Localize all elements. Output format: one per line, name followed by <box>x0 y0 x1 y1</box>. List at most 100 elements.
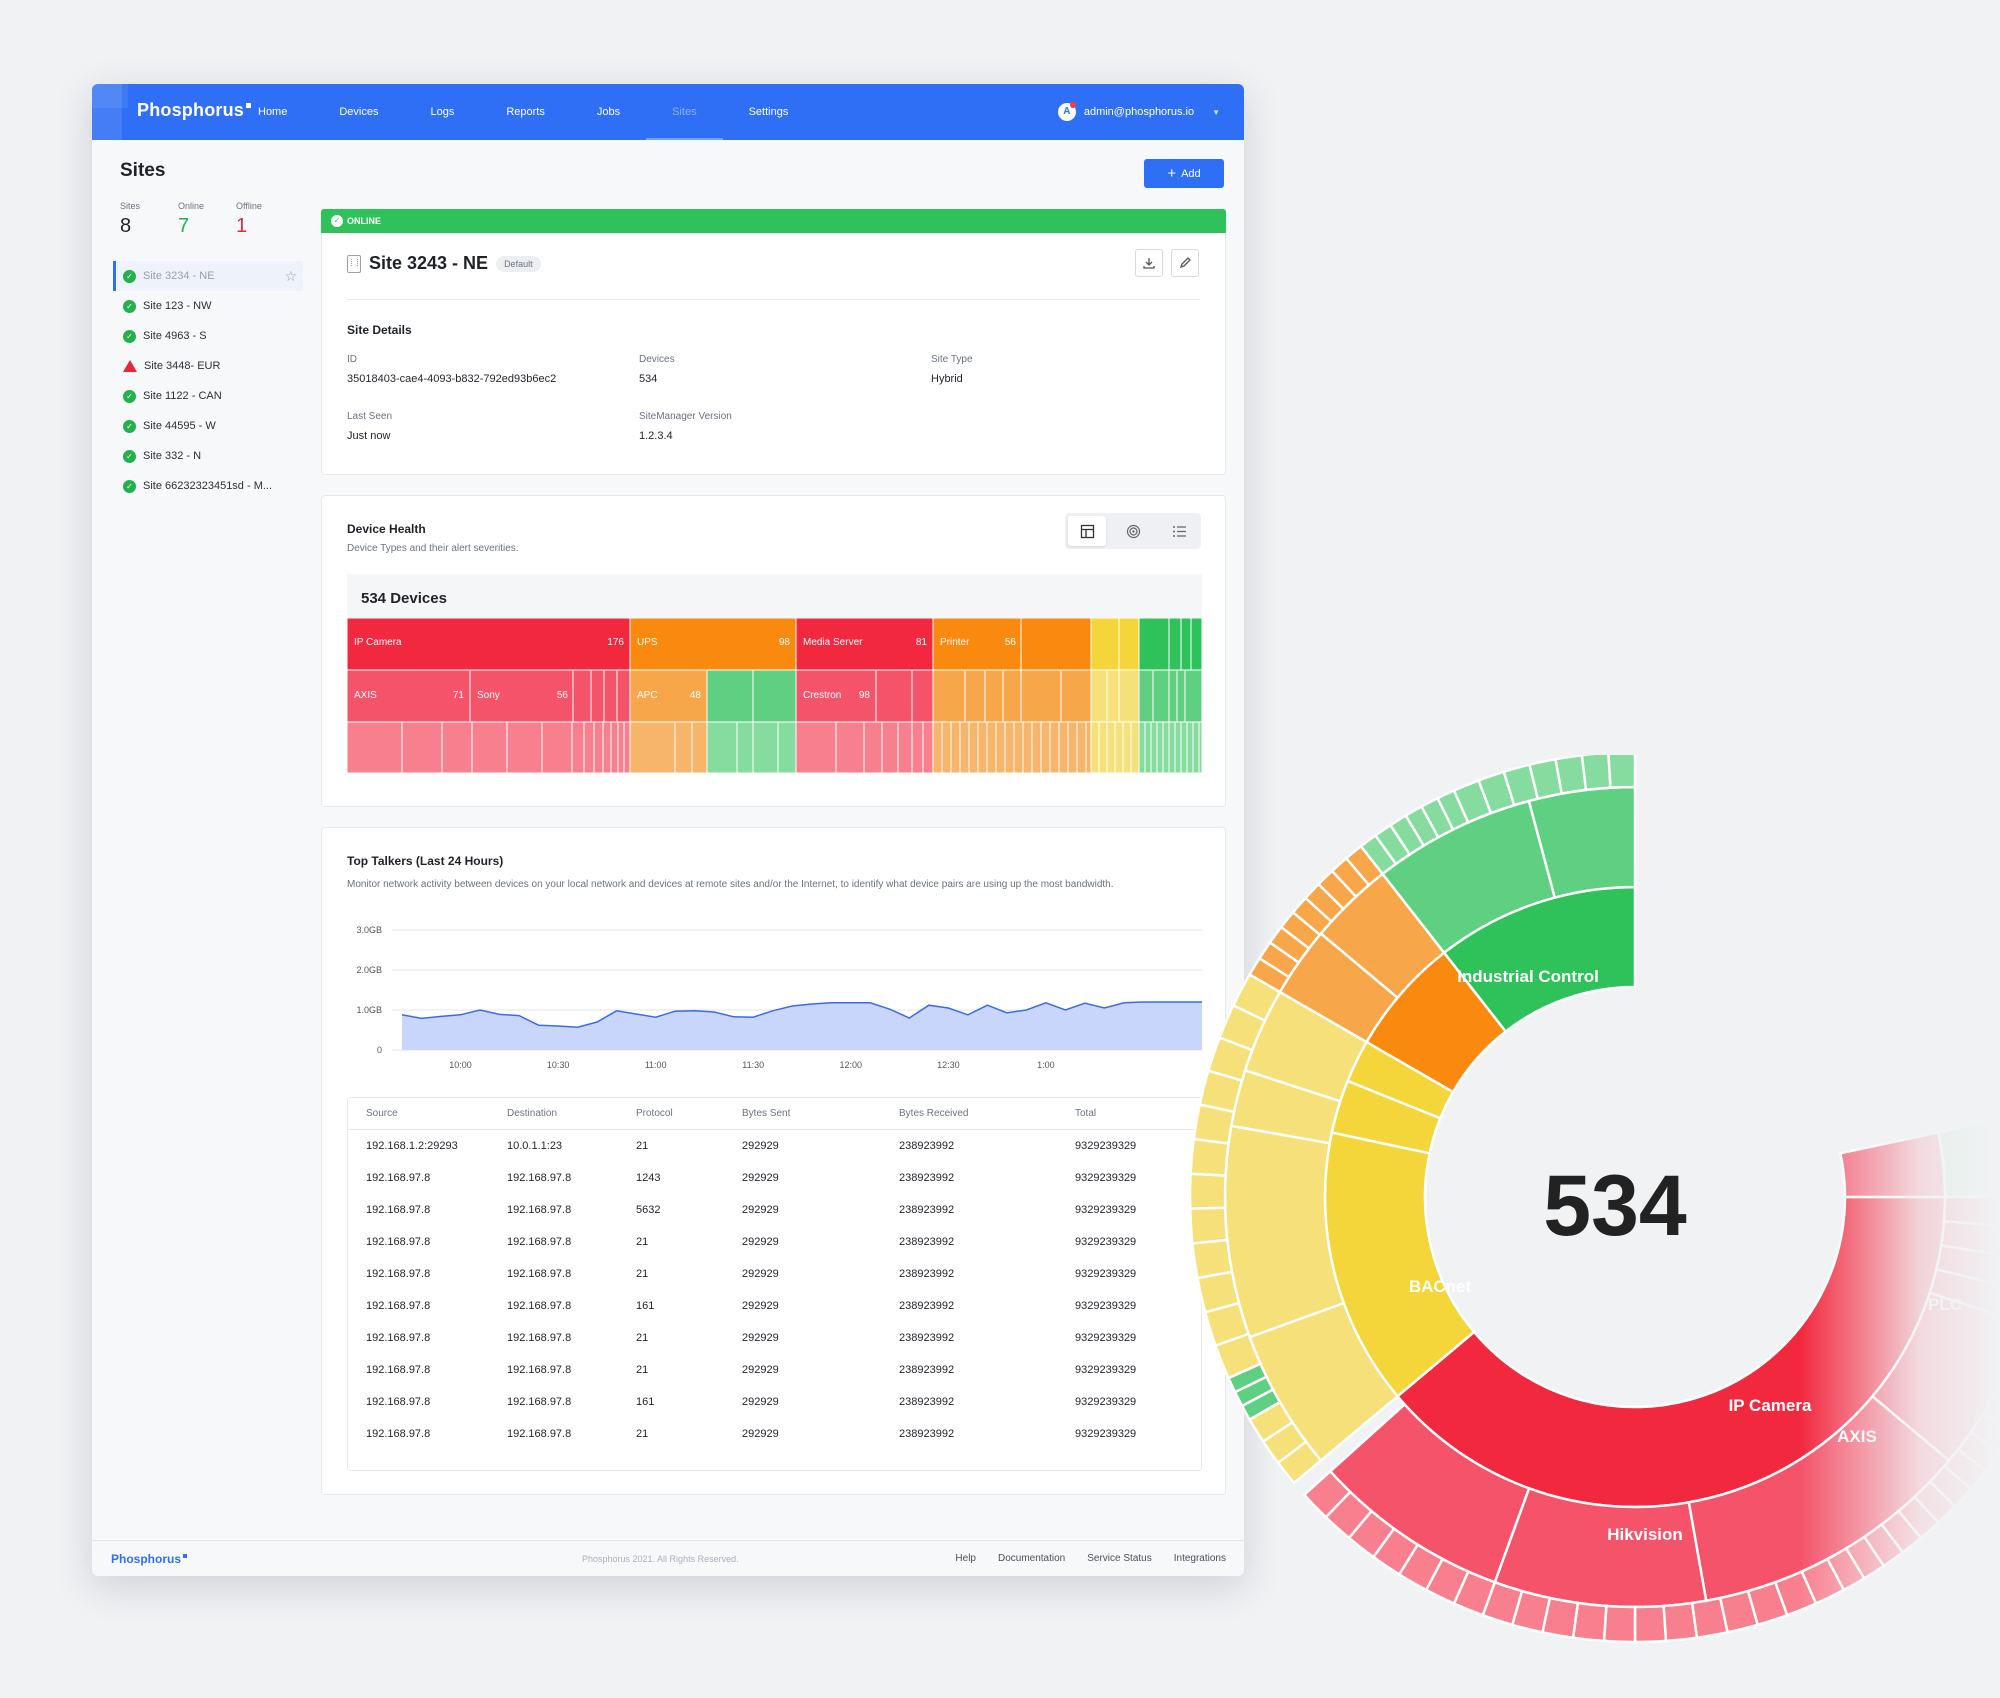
sunburst-segment <box>1662 1601 1699 1643</box>
table-cell: 9329239329 <box>1075 1364 1137 1376</box>
treemap-label: 71 <box>453 690 465 701</box>
table-cell: 9329239329 <box>1075 1268 1137 1280</box>
series-line <box>401 1001 1202 1028</box>
list-view-button[interactable] <box>1160 516 1198 546</box>
footer-logo[interactable]: Phosphorus <box>111 1552 188 1566</box>
table-row[interactable]: 192.168.97.8 192.168.97.8 161 292929 2389239… <box>348 1290 1201 1322</box>
table-row[interactable]: 192.168.97.8 192.168.97.8 21 292929 23892399… <box>348 1322 1201 1354</box>
col-source[interactable]: Source <box>366 1108 398 1119</box>
table-row[interactable]: 192.168.97.8 192.168.97.8 21 292929 23892399… <box>348 1418 1201 1450</box>
device-treemap[interactable]: IP Camera 176 UPS 98 Media Server 81 Printer 56… <box>347 618 1202 773</box>
edit-button[interactable] <box>1171 249 1199 277</box>
col-protocol[interactable]: Protocol <box>636 1108 673 1119</box>
table-cell: 238923992 <box>899 1172 955 1184</box>
treemap-cell <box>1118 618 1140 671</box>
treemap-cell <box>1180 618 1192 671</box>
treemap-cell <box>1013 721 1024 773</box>
treemap-cell <box>932 669 966 723</box>
treemap-cell <box>964 669 986 723</box>
site-item[interactable]: ✓ Site 123 - NW <box>113 291 303 321</box>
col-total[interactable]: Total <box>1075 1108 1097 1119</box>
treemap-cell <box>1174 721 1182 773</box>
y-tick-label: 1.0GB <box>356 1005 382 1015</box>
table-cell: 238923992 <box>899 1300 955 1312</box>
table-cell: 9329239329 <box>1075 1204 1137 1216</box>
edge-fade <box>1800 760 2000 1660</box>
table-cell: 192.168.97.8 <box>507 1300 572 1312</box>
site-item[interactable]: Site 3448- EUR <box>113 351 303 381</box>
user-menu[interactable]: A admin@phosphorus.io ▼ <box>1057 102 1220 121</box>
treemap-label: Crestron <box>803 690 841 701</box>
nav-jobs[interactable]: Jobs <box>596 106 621 118</box>
table-cell: 238923992 <box>899 1364 955 1376</box>
table-row[interactable]: 192.168.97.8 192.168.97.8 21 292929 23892399… <box>348 1258 1201 1290</box>
x-tick-label: 12:30 <box>937 1060 960 1070</box>
treemap-cell <box>1184 669 1202 723</box>
nav-home[interactable]: Home <box>258 106 288 118</box>
building-icon <box>347 254 361 273</box>
treemap-cell <box>1106 721 1116 773</box>
table-row[interactable]: 192.168.97.8 192.168.97.8 21 292929 23892399… <box>348 1226 1201 1258</box>
site-item[interactable]: ✓ Site 44595 - W <box>113 411 303 441</box>
table-cell: 238923992 <box>899 1236 955 1248</box>
table-cell: 238923992 <box>899 1268 955 1280</box>
main-nav: Home Devices Logs Reports Jobs Sites Set… <box>232 84 814 140</box>
download-icon <box>1143 258 1155 269</box>
table-cell: 192.168.97.8 <box>507 1204 572 1216</box>
sunburst-center-count: 534 <box>1543 1158 1687 1254</box>
table-row[interactable]: 192.168.97.8 192.168.97.8 1243 292929 238923… <box>348 1162 1201 1194</box>
treemap-cell <box>1076 721 1087 773</box>
col-destination[interactable]: Destination <box>507 1108 558 1119</box>
table-row[interactable]: 192.168.97.8 192.168.97.8 161 292929 2389239… <box>348 1386 1201 1418</box>
treemap-cell <box>1031 721 1042 773</box>
add-site-button[interactable]: + Add <box>1144 159 1224 188</box>
y-tick-label: 3.0GB <box>356 925 382 935</box>
download-button[interactable] <box>1135 249 1163 277</box>
col-bytes-sent[interactable]: Bytes Sent <box>742 1108 791 1119</box>
check-circle-icon: ✓ <box>331 215 343 227</box>
treemap-cell <box>1138 618 1170 671</box>
footer-link-documentation[interactable]: Documentation <box>997 1553 1066 1564</box>
sunburst-segment <box>1302 1469 1352 1519</box>
treemap-cell <box>1168 669 1178 723</box>
site-item[interactable]: ✓ Site 1122 - CAN <box>113 381 303 411</box>
version-value: 1.2.3.4 <box>639 430 673 442</box>
site-item[interactable]: ✓ Site 66232323451sd - M... <box>113 471 303 501</box>
treemap-cell <box>1058 721 1069 773</box>
sunburst-segment <box>1690 1596 1729 1640</box>
table-cell: 9329239329 <box>1075 1332 1137 1344</box>
check-circle-icon: ✓ <box>123 419 136 433</box>
site-item[interactable]: ✓ Site 3234 - NE ☆ <box>113 261 303 291</box>
table-row[interactable]: 192.168.97.8 192.168.97.8 5632 292929 238923… <box>348 1194 1201 1226</box>
col-bytes-received[interactable]: Bytes Received <box>899 1108 969 1119</box>
table-row[interactable]: 192.168.97.8 192.168.97.8 21 292929 23892399… <box>348 1354 1201 1386</box>
treemap-cell <box>572 669 592 723</box>
treemap-cell <box>1168 618 1182 671</box>
footer-link-service-status[interactable]: Service Status <box>1087 1553 1152 1564</box>
star-icon[interactable]: ☆ <box>284 268 297 284</box>
treemap-cell <box>1150 721 1158 773</box>
sunburst-view-button[interactable] <box>1114 516 1152 546</box>
treemap-label: 98 <box>859 690 871 701</box>
nav-settings[interactable]: Settings <box>748 106 789 118</box>
treemap-label: 56 <box>557 690 569 701</box>
nav-sites[interactable]: Sites <box>646 84 724 140</box>
nav-logs[interactable]: Logs <box>430 106 455 118</box>
treemap-cell <box>881 721 899 773</box>
site-item[interactable]: ✓ Site 332 - N <box>113 441 303 471</box>
stat-value: 1 <box>236 215 248 237</box>
footer-link-help[interactable]: Help <box>955 1553 976 1564</box>
treemap-cell <box>469 669 574 723</box>
table-cell: 192.168.1.2:29293 <box>366 1140 458 1152</box>
nav-reports[interactable]: Reports <box>506 106 545 118</box>
table-cell: 292929 <box>742 1268 779 1280</box>
brand-logo[interactable]: Phosphorus <box>137 100 252 121</box>
nav-devices[interactable]: Devices <box>339 106 379 118</box>
site-item[interactable]: ✓ Site 4963 - S <box>113 321 303 351</box>
treemap-cell <box>623 721 631 773</box>
table-cell: 21 <box>636 1236 649 1248</box>
warning-icon <box>123 360 137 372</box>
table-row[interactable]: 192.168.1.2:29293 10.0.1.1:23 21 292929 2389… <box>348 1130 1201 1162</box>
footer-link-integrations[interactable]: Integrations <box>1173 1553 1226 1564</box>
treemap-view-button[interactable] <box>1068 516 1106 546</box>
